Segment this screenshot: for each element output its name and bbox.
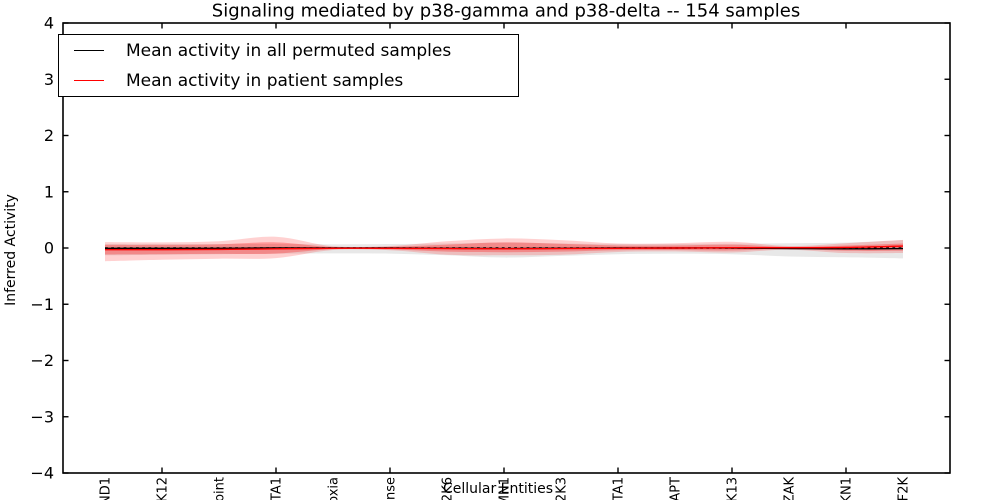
- x-tick-label: CCND1: [99, 477, 114, 500]
- series-lines: [104, 245, 904, 251]
- x-tick-label: MAPK13: [726, 477, 741, 500]
- x-tick-label: response to hypoxia: [327, 477, 342, 500]
- x-tick-label: SNTA1: [612, 477, 627, 500]
- x-tick-label: MAP2K3: [555, 477, 570, 500]
- x-tick-label: MAPT: [669, 477, 684, 500]
- legend-entry-patient: Mean activity in patient samples: [59, 66, 518, 96]
- legend-label-permuted: Mean activity in all permuted samples: [126, 40, 452, 61]
- x-tick-label: G2/M transition checkpoint: [213, 477, 228, 500]
- y-tick-label: −4: [30, 464, 54, 483]
- x-tick-labels: CCND1 MAPK12 G2/M transition checkpoint p38…: [99, 477, 912, 500]
- y-tick-label: 1: [44, 182, 54, 201]
- legend-line-permuted-swatch: [74, 50, 104, 51]
- x-tick-label: MAP2K6: [441, 477, 456, 500]
- y-axis-label: Inferred Activity: [3, 194, 19, 306]
- y-tick-label: −2: [30, 351, 54, 370]
- y-tick-label: 2: [44, 126, 54, 145]
- x-ticks: [161, 23, 847, 473]
- patient-mean-line: [104, 245, 904, 251]
- legend: Mean activity in all permuted samples Me…: [58, 34, 519, 97]
- y-tick-label: 0: [44, 239, 54, 258]
- x-tick-label: PKN1: [840, 477, 855, 500]
- y-axis: 4 3 2 1 0 −1 −2 −3 −4: [30, 14, 950, 483]
- y-tick-label: 4: [44, 14, 54, 33]
- x-tick-label: MAPK12: [156, 477, 171, 500]
- x-tick-label: STMN1: [498, 477, 513, 500]
- legend-line-patient-swatch: [74, 80, 104, 81]
- x-tick-label: p38 gamma/SNTA1: [270, 477, 285, 500]
- legend-entry-permuted: Mean activity in all permuted samples: [59, 36, 518, 66]
- chart-title: Signaling mediated by p38-gamma and p38-…: [211, 0, 801, 22]
- legend-label-patient: Mean activity in patient samples: [126, 70, 404, 91]
- x-tick-label: EEF2K: [897, 477, 912, 500]
- x-tick-label: ZAK: [783, 477, 798, 500]
- y-tick-label: −3: [30, 407, 54, 426]
- y-tick-label: −1: [30, 295, 54, 314]
- x-tick-label: hyperosmotic response: [384, 477, 399, 500]
- x-axis-label: Cellular Entities: [442, 481, 554, 497]
- y-tick-label: 3: [44, 70, 54, 89]
